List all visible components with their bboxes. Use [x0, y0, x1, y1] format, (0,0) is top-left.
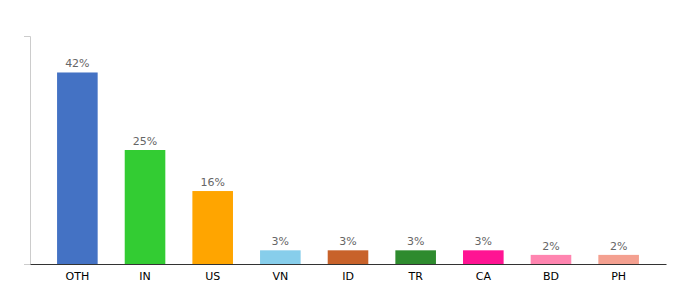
x-tick-label: OTH — [66, 270, 90, 283]
data-label: 16% — [200, 176, 224, 189]
bar — [328, 250, 369, 264]
x-tick-label: PH — [611, 270, 626, 283]
data-label: 42% — [65, 57, 89, 70]
x-tick: BD — [543, 270, 559, 283]
x-tick: OTH — [66, 270, 90, 283]
bars — [57, 72, 639, 264]
data-label: 2% — [610, 240, 627, 253]
x-tick: TR — [407, 270, 423, 283]
chart: OTH IN US VN ID TR CA BD PH 42% 25% 16% 3% 3% 3% 3% 2% 2% — [0, 0, 680, 300]
x-tick: PH — [611, 270, 626, 283]
data-label: 2% — [542, 240, 559, 253]
bar — [598, 255, 639, 264]
y-axis — [24, 37, 31, 265]
bar — [395, 250, 436, 264]
x-tick: ID — [342, 270, 354, 283]
chart-container: OTH IN US VN ID TR CA BD PH 42% 25% 16% 3% 3% 3% 3% 2% 2% — [0, 0, 680, 300]
data-label: 25% — [133, 135, 157, 148]
x-tick-label: IN — [139, 270, 150, 283]
bar — [57, 72, 98, 264]
x-tick: US — [205, 270, 220, 283]
data-labels: 42% 25% 16% 3% 3% 3% 3% 2% 2% — [65, 57, 627, 252]
y-axis-line — [24, 37, 31, 265]
x-tick: VN — [272, 270, 288, 283]
data-label: 3% — [339, 235, 356, 248]
bar — [463, 250, 504, 264]
x-axis-line — [31, 264, 667, 265]
x-tick-label: CA — [476, 270, 492, 283]
data-label: 3% — [407, 235, 424, 248]
data-label: 3% — [272, 235, 289, 248]
bar — [531, 255, 572, 264]
bar — [260, 250, 301, 264]
data-label: 3% — [475, 235, 492, 248]
x-tick-label: VN — [272, 270, 288, 283]
x-axis: OTH IN US VN ID TR CA BD PH — [31, 265, 667, 283]
bar — [192, 191, 233, 264]
x-tick: IN — [139, 270, 150, 283]
x-tick-label: US — [205, 270, 220, 283]
bar — [125, 150, 166, 264]
x-tick-label: BD — [543, 270, 559, 283]
x-tick: CA — [476, 270, 492, 283]
x-tick-label: ID — [342, 270, 354, 283]
x-tick-label: TR — [407, 270, 423, 283]
